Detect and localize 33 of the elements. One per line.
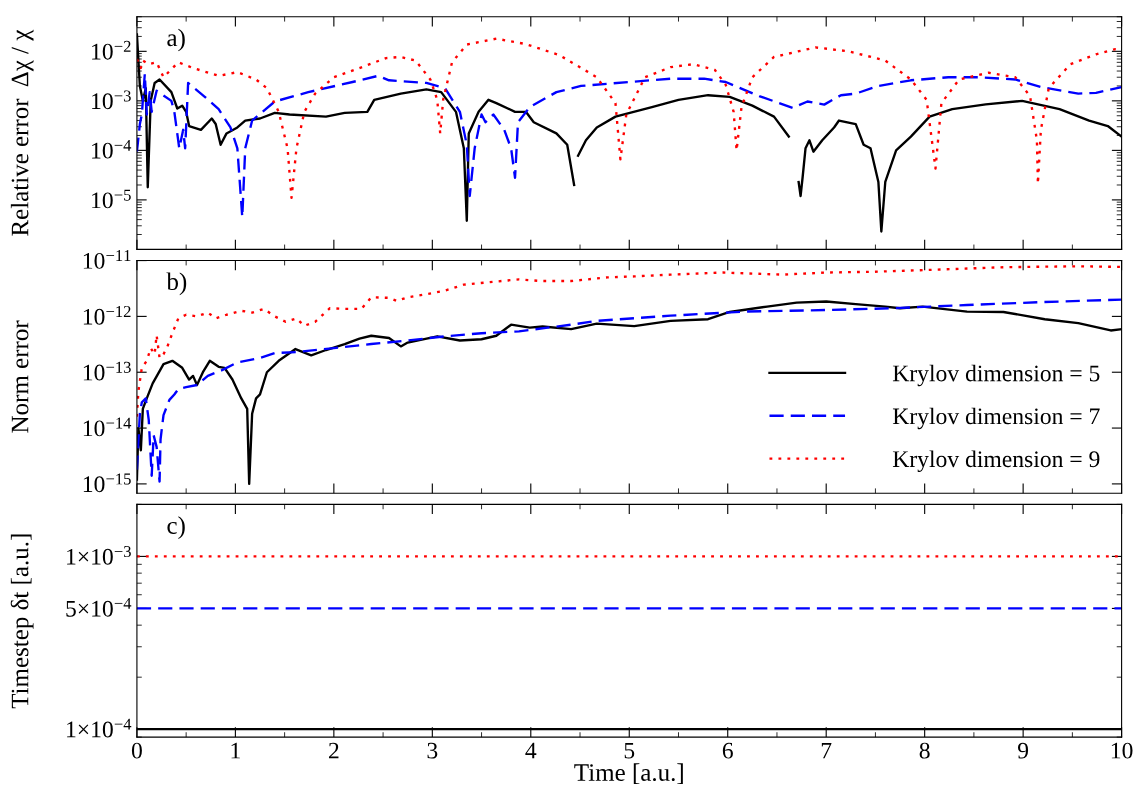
y-tick-label: 5×10$^{−4}$	[66, 597, 132, 617]
x-tick-label: 4	[525, 742, 537, 759]
y-axis-title: Timestep δt [a.u.]	[10, 534, 34, 709]
y-tick-label: 10$^{−12}$	[83, 305, 131, 325]
y-tick-label: 10$^{−15}$	[83, 473, 131, 493]
y-tick-label: 10$^{−4}$	[92, 139, 132, 159]
y-axis-title: Relative error Δχ / χ	[10, 29, 34, 236]
annotation: c)	[167, 516, 185, 539]
x-tick-label: 7	[821, 742, 832, 759]
y-tick-label: 10$^{−5}$	[92, 189, 131, 209]
annotation: a)	[167, 28, 185, 52]
x-tick-label: 1	[231, 742, 240, 759]
y-tick-label: 10$^{−11}$	[83, 250, 131, 269]
legend-label: Krylov dimension = 9	[892, 450, 1100, 472]
x-tick-label: 3	[427, 742, 438, 759]
y-tick-label: 10$^{−14}$	[83, 417, 132, 437]
x-tick-label: 5	[624, 742, 635, 759]
x-tick-label: 0	[131, 742, 142, 759]
x-tick-label: 6	[722, 742, 733, 759]
annotation: b)	[166, 272, 187, 296]
x-tick-label: 8	[919, 742, 930, 759]
x-axis-title: Time [a.u.]	[574, 763, 683, 785]
y-tick-label: 10$^{−3}$	[92, 90, 131, 110]
y-tick-label: 1×10$^{−3}$	[67, 545, 131, 565]
legend-label: Krylov dimension = 5	[892, 364, 1100, 387]
y-tick-label: 1×10$^{−4}$	[67, 718, 132, 738]
x-tick-label: 9	[1017, 742, 1029, 759]
x-tick-label: 10	[1111, 742, 1133, 759]
y-tick-label: 10$^{−13}$	[83, 361, 131, 381]
legend-label: Krylov dimension = 7	[892, 407, 1100, 430]
y-axis-title: Norm error	[11, 320, 29, 433]
x-tick-label: 2	[328, 742, 339, 759]
y-tick-label: 10$^{−2}$	[92, 40, 131, 60]
